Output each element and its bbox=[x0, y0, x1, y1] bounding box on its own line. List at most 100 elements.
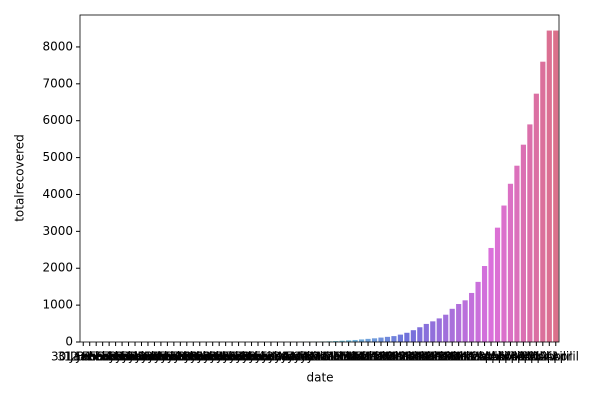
x-tick-label: 6 March bbox=[292, 350, 340, 364]
x-tick-label: 5 April bbox=[491, 350, 530, 364]
x-tick-label: 9 April bbox=[517, 350, 556, 364]
bar bbox=[462, 300, 468, 342]
x-tick-label: 26 February bbox=[222, 350, 294, 364]
bar bbox=[384, 336, 391, 342]
x-tick-label: 31 January bbox=[57, 350, 122, 364]
x-tick-label: 12 April bbox=[533, 350, 580, 364]
x-tick-label: 30 January bbox=[51, 350, 116, 364]
x-tick-label: 19 March bbox=[373, 350, 429, 364]
x-tick-label: 23 March bbox=[398, 350, 454, 364]
x-tick-label: 20 February bbox=[183, 350, 255, 364]
x-tick-label: 16 March bbox=[353, 350, 409, 364]
x-axis-label: date bbox=[306, 371, 333, 385]
x-tick-label: 3 April bbox=[478, 350, 517, 364]
x-tick-label: 15 February bbox=[151, 350, 223, 364]
bar bbox=[449, 308, 455, 342]
x-tick-label: 2 April bbox=[472, 350, 511, 364]
x-tick-label: 17 February bbox=[164, 350, 236, 364]
x-tick-label: 5 March bbox=[286, 350, 334, 364]
x-tick-label: 8 April bbox=[510, 350, 549, 364]
x-tick-label: 11 April bbox=[526, 350, 573, 364]
bar bbox=[527, 124, 533, 343]
x-tick-label: 24 March bbox=[405, 350, 461, 364]
bar bbox=[475, 281, 481, 342]
x-tick-label: 1 March bbox=[260, 350, 308, 364]
x-tick-label: 12 March bbox=[327, 350, 383, 364]
x-tick-label: 25 February bbox=[215, 350, 287, 364]
x-tick-label: 29 March bbox=[437, 350, 493, 364]
bar bbox=[417, 327, 423, 342]
bar bbox=[520, 144, 526, 342]
x-tick-label: 1 February bbox=[64, 350, 129, 364]
x-tick-label: 22 February bbox=[196, 350, 268, 364]
bar bbox=[391, 336, 397, 342]
x-tick-label: 19 February bbox=[177, 350, 249, 364]
x-tick-label: 11 February bbox=[125, 350, 197, 364]
x-tick-label: 16 February bbox=[157, 350, 229, 364]
bar bbox=[540, 61, 546, 343]
x-tick-label: 27 March bbox=[424, 350, 480, 364]
x-tick-label: 25 March bbox=[411, 350, 467, 364]
x-tick-label: 7 March bbox=[299, 350, 347, 364]
bar bbox=[488, 247, 494, 342]
bar bbox=[469, 292, 475, 342]
bar bbox=[352, 339, 358, 342]
x-tick-label: 14 March bbox=[340, 350, 396, 364]
bar bbox=[436, 318, 442, 342]
x-tick-label: 22 March bbox=[392, 350, 448, 364]
bar bbox=[514, 165, 520, 342]
x-tick-label: 6 February bbox=[96, 350, 161, 364]
bar bbox=[358, 339, 365, 342]
bar bbox=[553, 30, 559, 343]
x-tick-label: 4 February bbox=[83, 350, 148, 364]
y-tick-label: 7000 bbox=[42, 76, 73, 90]
x-tick-label: 11 March bbox=[321, 350, 377, 364]
x-tick-label: 18 March bbox=[366, 350, 422, 364]
x-tick-label: 27 February bbox=[228, 350, 300, 364]
bar bbox=[494, 227, 501, 342]
x-tick-label: 12 February bbox=[131, 350, 203, 364]
x-tick-label: 1 April bbox=[465, 350, 504, 364]
bar bbox=[410, 330, 416, 342]
x-tick-label: 10 February bbox=[118, 350, 190, 364]
x-tick-label: 10 April bbox=[520, 350, 567, 364]
x-tick-label: 7 February bbox=[103, 350, 168, 364]
x-tick-label: 31 March bbox=[450, 350, 506, 364]
x-tick-label: 13 February bbox=[138, 350, 210, 364]
bar bbox=[423, 323, 429, 342]
bar bbox=[481, 266, 488, 342]
x-tick-label: 18 February bbox=[170, 350, 242, 364]
x-tick-label: 10 March bbox=[314, 350, 370, 364]
y-tick-label: 5000 bbox=[42, 150, 73, 164]
y-tick-label: 4000 bbox=[42, 187, 73, 201]
x-tick-label: 28 March bbox=[431, 350, 487, 364]
y-tick-label: 0 bbox=[65, 335, 73, 349]
x-tick-label: 7 April bbox=[504, 350, 543, 364]
y-tick-label: 1000 bbox=[42, 298, 73, 312]
x-tick-label: 21 February bbox=[190, 350, 262, 364]
bar bbox=[430, 321, 436, 342]
bar bbox=[371, 338, 378, 342]
x-tick-label: 21 March bbox=[386, 350, 442, 364]
x-tick-label: 3 March bbox=[273, 350, 321, 364]
bar bbox=[546, 30, 552, 343]
bar bbox=[333, 341, 339, 342]
bar bbox=[456, 304, 462, 342]
x-tick-label: 2 March bbox=[266, 350, 314, 364]
x-tick-label: 13 March bbox=[334, 350, 390, 364]
bar bbox=[346, 340, 352, 342]
bar bbox=[365, 338, 371, 342]
bar bbox=[501, 205, 507, 342]
bar bbox=[339, 340, 345, 342]
plot-frame bbox=[79, 14, 560, 343]
x-tick-label: 9 March bbox=[312, 350, 360, 364]
x-tick-label: 9 February bbox=[116, 350, 181, 364]
y-tick-label: 3000 bbox=[42, 224, 73, 238]
x-tick-label: 17 March bbox=[360, 350, 416, 364]
x-tick-label: 26 March bbox=[418, 350, 474, 364]
x-tick-label: 6 April bbox=[497, 350, 536, 364]
y-tick-label: 2000 bbox=[42, 261, 73, 275]
x-tick-label: 20 March bbox=[379, 350, 435, 364]
x-tick-label: 2 February bbox=[70, 350, 135, 364]
x-tick-label: 30 March bbox=[444, 350, 500, 364]
